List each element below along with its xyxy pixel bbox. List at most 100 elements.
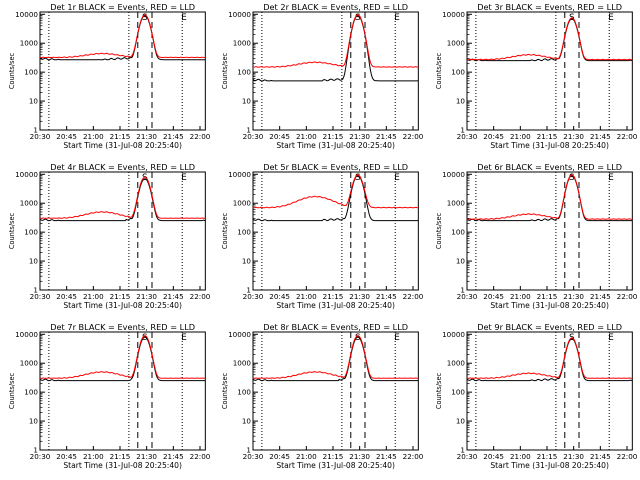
lld-series-line: [466, 17, 632, 61]
y-tick-label: 100: [238, 228, 252, 237]
flare-marker-e: E: [394, 13, 400, 23]
lld-series-line: [39, 14, 206, 59]
x-tick-label: 20:45: [270, 292, 291, 301]
y-tick-label: 10000: [442, 170, 465, 179]
x-tick-label: 21:45: [376, 292, 397, 301]
plot-frame: [39, 331, 206, 451]
plot-frame: [252, 331, 420, 451]
y-tick-label: 10000: [442, 330, 465, 339]
y-tick-label: 10: [29, 417, 39, 426]
x-tick-label: 21:00: [296, 292, 317, 301]
x-tick-label: 21:15: [536, 452, 557, 461]
chart-title: Det 8r BLACK = Events, RED = LLD: [264, 322, 409, 332]
x-tick-label: 22:00: [403, 132, 424, 141]
y-axis-label: Counts/sec: [435, 52, 443, 89]
x-tick-label: 21:45: [376, 132, 397, 141]
chart-title: Det 6r BLACK = Events, RED = LLD: [477, 162, 622, 172]
chart-title: Det 3r BLACK = Events, RED = LLD: [477, 2, 622, 12]
y-tick-label: 1: [33, 125, 38, 134]
x-tick-label: 21:15: [536, 132, 557, 141]
y-tick-label: 10: [455, 97, 465, 106]
events-series-line: [39, 15, 206, 61]
x-tick-label: 22:00: [190, 452, 211, 461]
y-tick-label: 1000: [20, 199, 39, 208]
x-tick-label: 20:30: [30, 292, 51, 301]
x-tick-label: 21:45: [590, 132, 611, 141]
flare-marker-e: E: [394, 173, 400, 183]
chart-title: Det 9r BLACK = Events, RED = LLD: [477, 322, 622, 332]
events-series-line: [253, 175, 419, 222]
chart-title: Det 7r BLACK = Events, RED = LLD: [50, 322, 195, 332]
x-tick-label: 21:30: [563, 132, 584, 141]
x-tick-label: 21:15: [110, 132, 131, 141]
x-tick-label: 21:00: [510, 132, 531, 141]
chart-title: Det 5r BLACK = Events, RED = LLD: [264, 162, 409, 172]
x-tick-label: 21:30: [136, 132, 157, 141]
chart-title: Det 4r BLACK = Events, RED = LLD: [50, 162, 195, 172]
events-series-line: [39, 178, 206, 222]
y-tick-label: 1000: [20, 39, 39, 48]
y-axis-label: Counts/sec: [221, 52, 229, 89]
x-tick-label: 21:30: [350, 292, 371, 301]
x-tick-label: 21:00: [83, 292, 104, 301]
y-tick-label: 1000: [233, 199, 252, 208]
x-tick-label: 20:45: [56, 452, 77, 461]
y-tick-label: 10000: [15, 170, 38, 179]
y-tick-label: 100: [451, 68, 465, 77]
x-tick-label: 22:00: [616, 132, 637, 141]
x-tick-label: 20:45: [270, 132, 291, 141]
events-series-line: [253, 15, 419, 82]
y-axis-label: Counts/sec: [435, 212, 443, 249]
x-axis-label: Start Time (31-Jul-08 20:25:40): [63, 461, 182, 470]
y-tick-label: 10: [29, 257, 39, 266]
y-axis-label: Counts/sec: [8, 52, 16, 89]
x-tick-label: 21:15: [323, 132, 344, 141]
x-tick-label: 20:30: [456, 292, 477, 301]
x-tick-label: 22:00: [616, 452, 637, 461]
y-tick-label: 100: [238, 68, 252, 77]
y-tick-label: 1: [247, 445, 252, 454]
detector-panel-8: Det 8r BLACK = Events, RED = LLD 20:30 20:…: [221, 322, 424, 470]
y-tick-label: 100: [451, 228, 465, 237]
x-axis-label: Start Time (31-Jul-08 20:25:40): [63, 301, 182, 310]
detector-panel-6: Det 6r BLACK = Events, RED = LLD 20:30 20:…: [435, 162, 638, 310]
x-tick-label: 20:30: [30, 132, 51, 141]
y-tick-label: 1: [460, 445, 465, 454]
x-tick-label: 21:45: [590, 292, 611, 301]
flare-marker-e: E: [608, 13, 614, 23]
x-tick-label: 20:30: [243, 132, 264, 141]
x-axis-label: Start Time (31-Jul-08 20:25:40): [277, 301, 396, 310]
y-tick-label: 10: [29, 97, 39, 106]
events-series-line: [39, 336, 206, 382]
y-axis-label: Counts/sec: [435, 372, 443, 409]
y-tick-label: 10000: [15, 330, 38, 339]
y-tick-label: 1: [460, 125, 465, 134]
y-tick-label: 100: [24, 68, 38, 77]
events-series-line: [466, 175, 632, 222]
x-tick-label: 21:15: [536, 292, 557, 301]
detector-panel-7: Det 7r BLACK = Events, RED = LLD 20:30 20:…: [8, 322, 211, 470]
y-tick-label: 1000: [446, 39, 465, 48]
y-tick-label: 1: [247, 285, 252, 294]
detector-panel-2: Det 2r BLACK = Events, RED = LLD 20:30 20:…: [221, 2, 424, 150]
x-tick-label: 20:30: [456, 452, 477, 461]
y-axis-label: Counts/sec: [221, 372, 229, 409]
chart-title: Det 2r BLACK = Events, RED = LLD: [264, 2, 409, 12]
flare-marker-s: S: [355, 173, 361, 183]
x-axis-label: Start Time (31-Jul-08 20:25:40): [277, 461, 396, 470]
x-tick-label: 20:45: [56, 132, 77, 141]
plot-frame: [252, 11, 420, 131]
flare-marker-s: S: [569, 173, 575, 183]
x-tick-label: 22:00: [190, 292, 211, 301]
x-tick-label: 20:45: [483, 452, 504, 461]
y-tick-label: 100: [24, 388, 38, 397]
y-tick-label: 100: [238, 388, 252, 397]
x-tick-label: 20:30: [243, 452, 264, 461]
x-axis-label: Start Time (31-Jul-08 20:25:40): [277, 141, 396, 150]
y-tick-label: 10: [242, 257, 252, 266]
flare-marker-s: S: [142, 173, 148, 183]
x-tick-label: 21:00: [510, 452, 531, 461]
y-tick-label: 1000: [446, 359, 465, 368]
flare-marker-s: S: [142, 13, 148, 23]
x-tick-label: 22:00: [403, 292, 424, 301]
